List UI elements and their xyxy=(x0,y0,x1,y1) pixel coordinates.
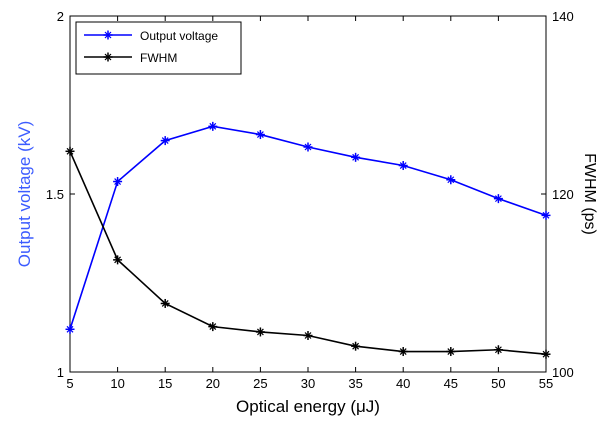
legend-marker-fwhm xyxy=(103,52,113,62)
x-axis-label: Optical energy (μJ) xyxy=(236,397,380,416)
data-point-output-voltage xyxy=(493,194,503,204)
data-point-output-voltage xyxy=(160,136,170,146)
data-point-fwhm xyxy=(541,349,551,359)
x-tick-label: 10 xyxy=(110,376,124,391)
right-y-axis-label: FWHM (ps) xyxy=(581,153,598,235)
data-point-fwhm xyxy=(303,331,313,341)
data-point-output-voltage xyxy=(208,121,218,131)
data-point-fwhm xyxy=(493,345,503,355)
legend-marker-output-voltage xyxy=(103,30,113,40)
data-point-fwhm xyxy=(65,146,75,156)
x-tick-label: 25 xyxy=(253,376,267,391)
legend-label-fwhm: FWHM xyxy=(140,51,177,65)
data-point-fwhm xyxy=(160,298,170,308)
data-point-output-voltage xyxy=(398,161,408,171)
x-tick-label: 20 xyxy=(206,376,220,391)
series-layer xyxy=(65,121,551,359)
data-point-fwhm xyxy=(208,322,218,332)
legend: Output voltage FWHM xyxy=(75,21,242,75)
data-point-fwhm xyxy=(351,341,361,351)
data-point-fwhm xyxy=(398,347,408,357)
data-point-output-voltage xyxy=(446,175,456,185)
left-y-tick-label: 1.5 xyxy=(46,187,64,202)
data-point-output-voltage xyxy=(255,130,265,140)
x-tick-label: 35 xyxy=(348,376,362,391)
plot-area-frame xyxy=(69,15,547,373)
legend-label-output-voltage: Output voltage xyxy=(140,29,218,43)
left-y-tick-label: 1 xyxy=(57,365,64,380)
x-tick-label: 50 xyxy=(491,376,505,391)
data-point-fwhm xyxy=(113,255,123,265)
left-y-axis-label: Output voltage (kV) xyxy=(15,121,34,267)
right-y-axis-ticks: 100 120 140 xyxy=(541,9,574,380)
data-point-fwhm xyxy=(446,347,456,357)
legend-box xyxy=(75,21,242,75)
right-y-tick-label: 100 xyxy=(552,365,574,380)
x-tick-label: 40 xyxy=(396,376,410,391)
left-y-axis-ticks: 11.52 xyxy=(46,9,75,380)
data-point-output-voltage xyxy=(65,324,75,334)
data-point-output-voltage xyxy=(113,177,123,187)
right-y-tick-label: 120 xyxy=(552,187,574,202)
data-point-output-voltage xyxy=(351,152,361,162)
x-tick-label: 15 xyxy=(158,376,172,391)
data-point-output-voltage xyxy=(541,210,551,220)
data-point-output-voltage xyxy=(303,142,313,152)
x-tick-label: 5 xyxy=(66,376,73,391)
x-tick-label: 45 xyxy=(444,376,458,391)
x-tick-label: 30 xyxy=(301,376,315,391)
x-tick-label: 55 xyxy=(539,376,553,391)
right-y-tick-label: 140 xyxy=(552,9,574,24)
data-point-fwhm xyxy=(255,327,265,337)
x-axis-ticks: 5 10 15 20 25 30 35 40 45 50 55 xyxy=(66,16,553,391)
left-y-tick-label: 2 xyxy=(57,9,64,24)
legend-items xyxy=(84,30,132,62)
